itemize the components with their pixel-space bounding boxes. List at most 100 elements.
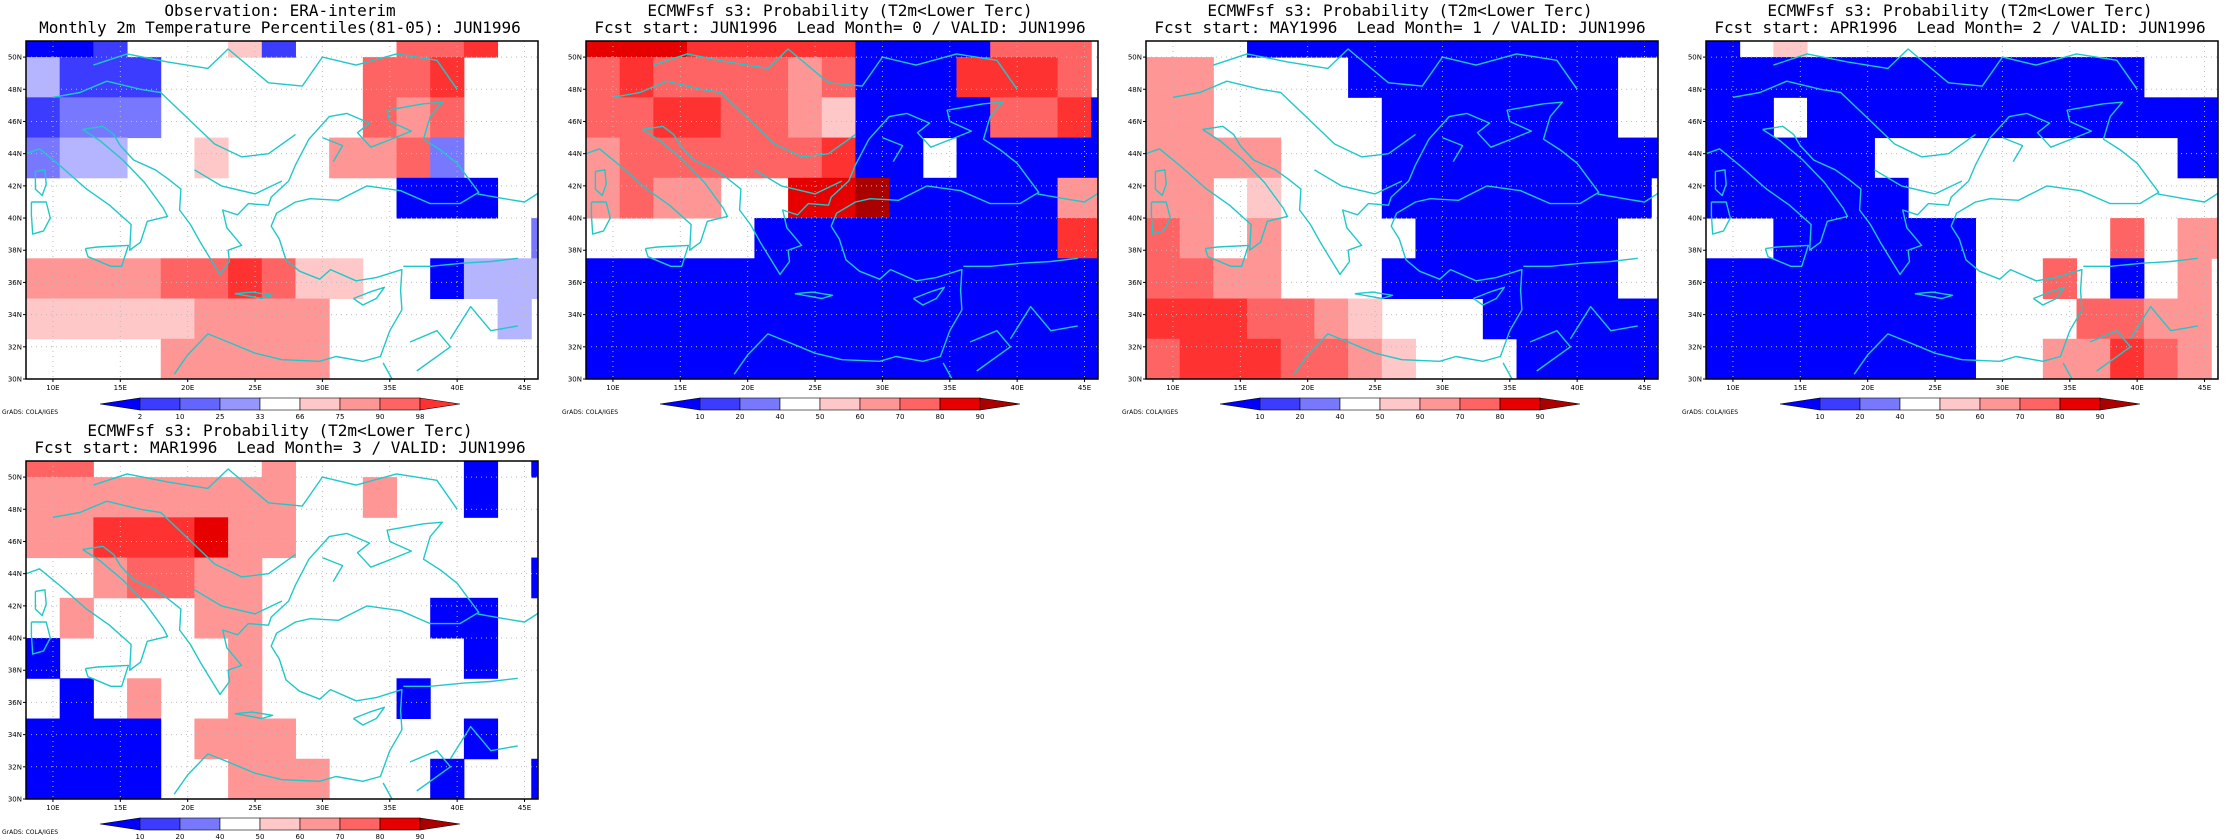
colorbar-label: 50 bbox=[1376, 413, 1385, 420]
grid-cell bbox=[1840, 177, 1875, 219]
grid-cell bbox=[1908, 338, 1943, 379]
lat-tick-label: 34N bbox=[1128, 311, 1142, 319]
coastline bbox=[1714, 169, 1727, 197]
grid-cell bbox=[1617, 298, 1652, 340]
colorbar-label: 10 bbox=[1256, 413, 1265, 420]
grid-cell bbox=[1840, 97, 1875, 139]
grid-cell bbox=[1975, 97, 2010, 139]
grid-cell bbox=[93, 298, 128, 340]
lat-tick-label: 34N bbox=[8, 731, 22, 739]
lat-tick-label: 36N bbox=[1688, 279, 1702, 287]
grid-cell bbox=[1348, 41, 1383, 58]
grid-cell bbox=[430, 177, 465, 219]
grid-cell bbox=[1773, 218, 1808, 259]
lat-tick-label: 42N bbox=[568, 182, 582, 190]
grid-cell bbox=[1617, 137, 1652, 179]
grid-cell bbox=[430, 41, 465, 58]
grid-cell bbox=[59, 137, 94, 179]
coastline bbox=[1874, 169, 1963, 195]
grid-cell bbox=[720, 338, 755, 379]
coastline bbox=[1213, 48, 1578, 90]
grid-cell bbox=[1739, 57, 1774, 98]
colorbar-label: 20 bbox=[1856, 413, 1865, 420]
coastline bbox=[882, 136, 904, 163]
coastline bbox=[1202, 101, 1600, 375]
grid-cell bbox=[1516, 41, 1551, 58]
lon-tick-label: 25E bbox=[1368, 384, 1381, 392]
coastline bbox=[449, 305, 518, 340]
lon-tick-label: 20E bbox=[741, 384, 754, 392]
grid-cell bbox=[1651, 137, 1658, 179]
grid-cell bbox=[889, 218, 924, 259]
grid-cell bbox=[228, 557, 263, 599]
lat-tick-label: 50N bbox=[8, 54, 22, 62]
grid-cell bbox=[754, 258, 789, 300]
grid-cell bbox=[1617, 41, 1652, 58]
colorbar-label: 66 bbox=[296, 413, 305, 420]
grid-cell bbox=[362, 477, 398, 518]
colorbar-swatch bbox=[139, 397, 181, 411]
grid-cell bbox=[26, 517, 61, 559]
grid-cell bbox=[990, 137, 1025, 179]
grid-cell bbox=[26, 258, 61, 300]
grid-cell bbox=[2110, 218, 2145, 259]
colorbar-swatch bbox=[1859, 397, 1901, 411]
panel-subtitle: Fcst start: JUN1996 Lead Month= 0 / VALI… bbox=[594, 18, 1086, 37]
coastline bbox=[1097, 140, 1098, 142]
grid-cell bbox=[1739, 177, 1774, 219]
grid-cell bbox=[59, 298, 94, 340]
colorbar-label: 33 bbox=[256, 413, 265, 420]
grid-cell bbox=[1449, 177, 1484, 219]
grid-cell bbox=[160, 298, 195, 340]
lon-tick-label: 30E bbox=[316, 384, 329, 392]
colorbar-label: 40 bbox=[1336, 413, 1345, 420]
grid-cell bbox=[1023, 338, 1059, 379]
grid-cell bbox=[1941, 258, 1976, 300]
lat-tick-label: 40N bbox=[1128, 215, 1142, 223]
grid-cell bbox=[1023, 258, 1059, 300]
grid-cell bbox=[922, 218, 958, 259]
grid-cell bbox=[1941, 97, 1976, 139]
colorbar-swatch bbox=[859, 397, 901, 411]
colorbar-swatch bbox=[819, 397, 861, 411]
grid-cell bbox=[922, 298, 958, 340]
grid-cell bbox=[1280, 41, 1315, 58]
lat-tick-label: 50N bbox=[8, 474, 22, 482]
lat-tick-label: 30N bbox=[8, 376, 22, 384]
coastline bbox=[1523, 257, 1638, 267]
grid-cell bbox=[1449, 57, 1484, 98]
grid-cell bbox=[1057, 137, 1092, 179]
grid-cell bbox=[2177, 298, 2212, 340]
grid-cell bbox=[26, 638, 61, 679]
coastline bbox=[477, 192, 538, 203]
grid-cell bbox=[127, 718, 162, 760]
lat-tick-label: 44N bbox=[1688, 150, 1702, 158]
coastline bbox=[477, 612, 538, 623]
coastline bbox=[26, 548, 169, 671]
colorbar-label: 90 bbox=[1536, 413, 1545, 420]
lon-tick-label: 40E bbox=[1010, 384, 1023, 392]
grid-cell bbox=[1179, 338, 1214, 379]
grid-cell bbox=[1583, 258, 1619, 300]
coastline bbox=[754, 169, 843, 195]
grid-cell bbox=[1247, 258, 1282, 300]
colorbar-swatch bbox=[219, 817, 261, 831]
grid-cell bbox=[990, 298, 1025, 340]
grid-cell bbox=[1213, 137, 1248, 179]
lat-tick-label: 50N bbox=[568, 54, 582, 62]
colorbar: 10 20 40 50 60 70 80 90 bbox=[1219, 397, 1581, 420]
grid-cell bbox=[1057, 298, 1092, 340]
map-panel-lead3: ECMWFsf s3: Probability (T2m<Lower Terc)… bbox=[0, 420, 560, 840]
grid-cell bbox=[194, 477, 229, 518]
grid-cell bbox=[956, 137, 991, 179]
coastline bbox=[644, 244, 690, 267]
colorbar-swatch bbox=[1539, 397, 1581, 411]
colorbar-label: 25 bbox=[216, 413, 225, 420]
colorbar-label: 20 bbox=[176, 833, 185, 840]
map-panel-lead1: ECMWFsf s3: Probability (T2m<Lower Terc)… bbox=[1120, 0, 1680, 420]
colorbar-swatch bbox=[259, 397, 301, 411]
grid-cell bbox=[1706, 41, 1741, 58]
grid-cell bbox=[855, 218, 890, 259]
grid-cell bbox=[1146, 97, 1181, 139]
lat-tick-label: 46N bbox=[1128, 118, 1142, 126]
